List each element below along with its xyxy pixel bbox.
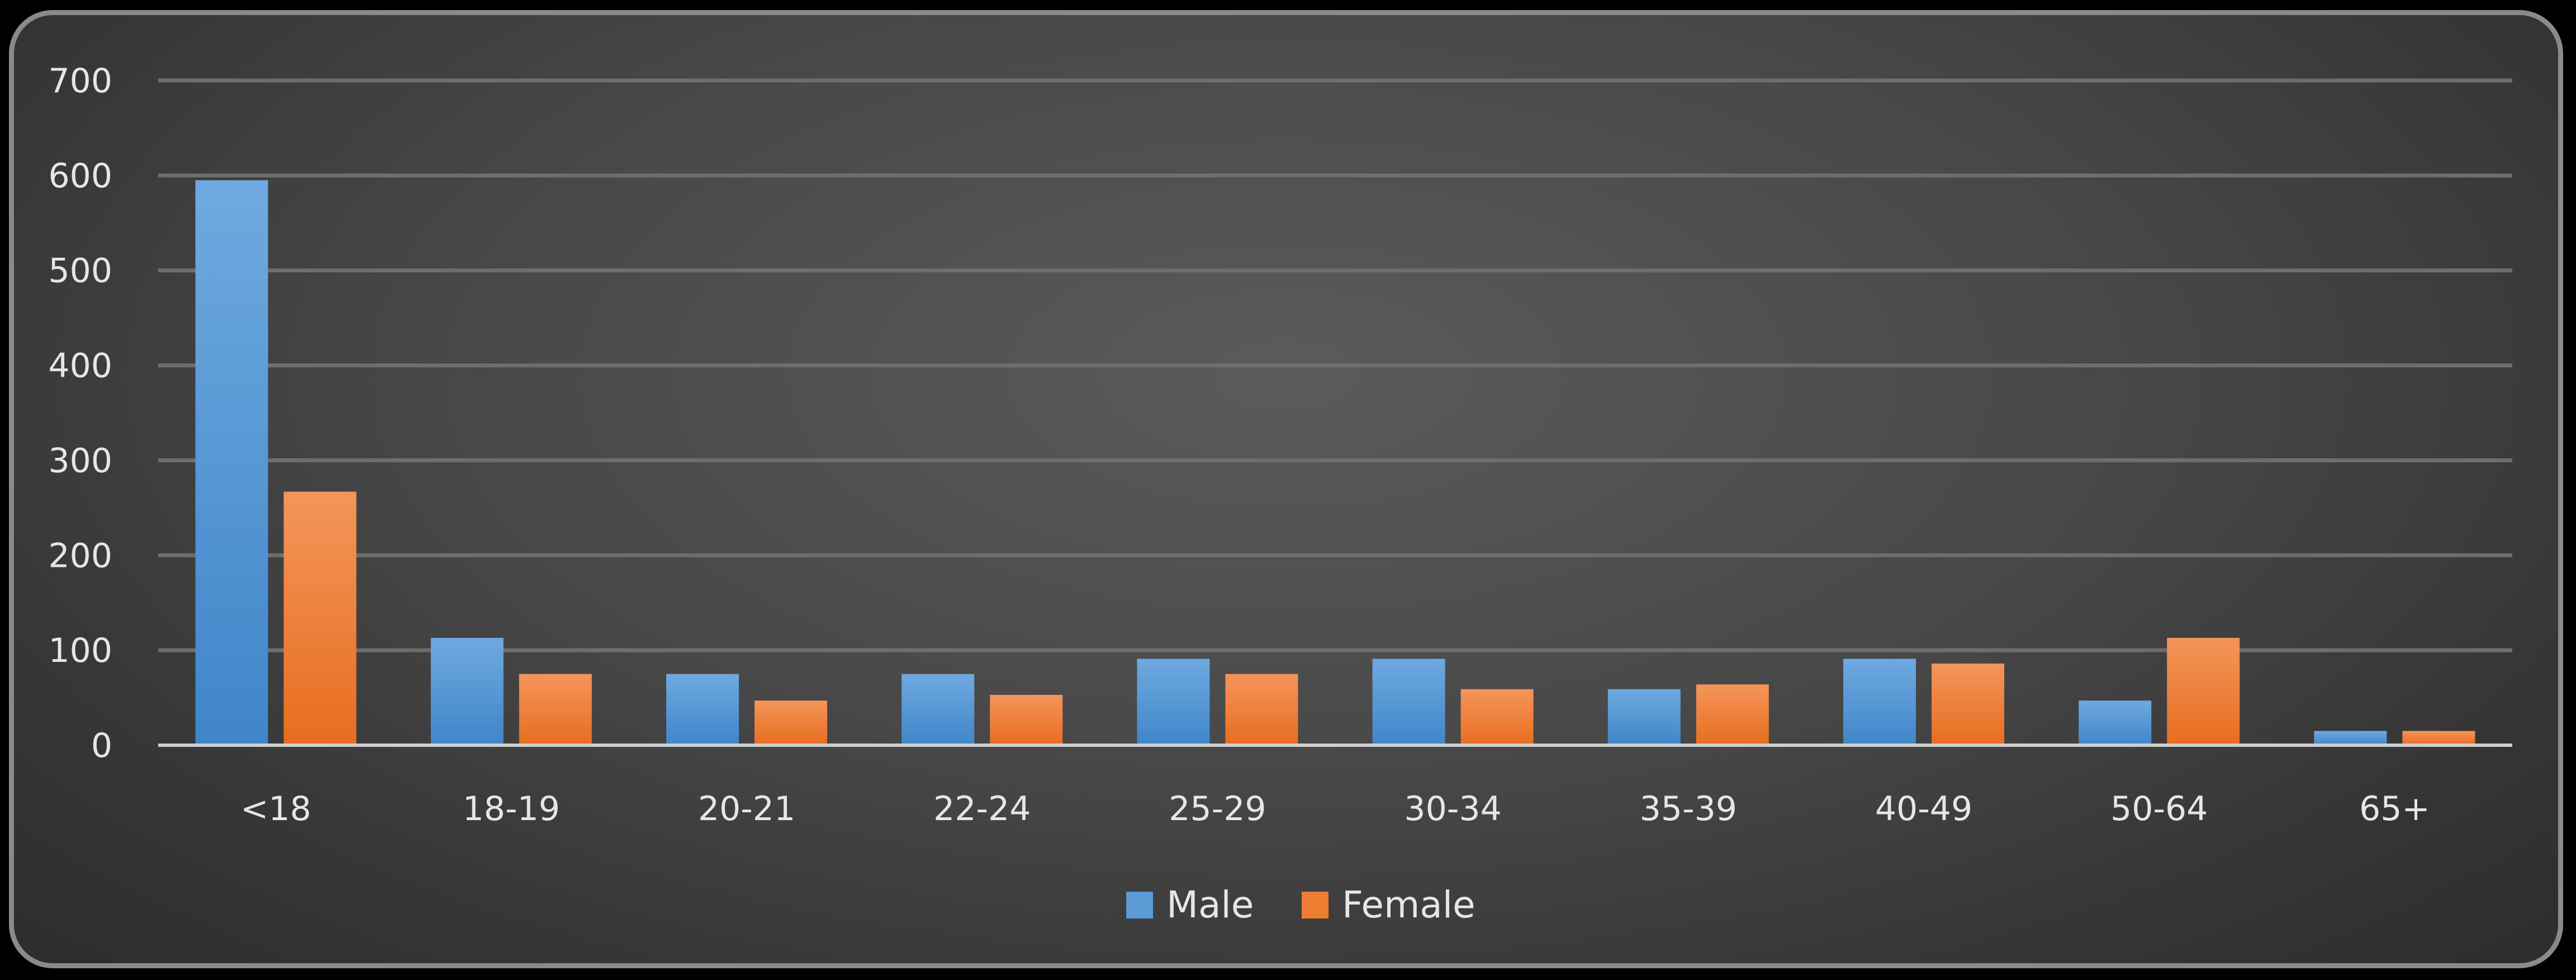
- bar-female-9: [2402, 731, 2475, 745]
- bar-male-1: [430, 638, 504, 745]
- x-tick-label: 22-24: [933, 789, 1031, 828]
- y-axis-ticks: 0 100 200 300 400 500 600 700: [48, 61, 112, 765]
- chart-frame: 0 100 200 300 400 500 600 700 <18 18-19 20-21 22-2…: [9, 10, 2563, 968]
- bar-male-5: [1372, 659, 1445, 745]
- y-tick-label: 300: [48, 441, 112, 480]
- x-tick-label: 35-39: [1640, 789, 1737, 828]
- bar-male-4: [1137, 659, 1210, 745]
- gridlines: [158, 78, 2512, 652]
- x-tick-label: 65+: [2359, 789, 2430, 828]
- legend-swatch-female: [1302, 892, 1329, 919]
- bar-male-6: [1607, 689, 1681, 745]
- y-tick-label: 600: [48, 157, 112, 196]
- bar-male-9: [2314, 731, 2387, 745]
- bar-female-1: [519, 674, 592, 745]
- x-tick-label: 20-21: [698, 789, 795, 828]
- x-axis-ticks: <18 18-19 20-21 22-24 25-29 30-34 35-39 40-49 50…: [240, 789, 2430, 828]
- bar-female-3: [990, 694, 1063, 745]
- bar-chart: 0 100 200 300 400 500 600 700 <18 18-19 20-21 22-2…: [48, 61, 2512, 926]
- legend: Male Female: [1126, 883, 1476, 926]
- bar-male-3: [902, 674, 975, 745]
- y-tick-label: 700: [48, 61, 112, 101]
- legend-label-female: Female: [1342, 883, 1476, 926]
- x-tick-label: <18: [240, 789, 311, 828]
- y-tick-label: 500: [48, 252, 112, 291]
- legend-swatch-male: [1126, 892, 1153, 919]
- legend-label-male: Male: [1166, 883, 1254, 926]
- bar-female-5: [1460, 689, 1534, 745]
- x-tick-label: 30-34: [1404, 789, 1501, 828]
- y-tick-label: 100: [48, 631, 112, 670]
- bar-female-0: [283, 491, 357, 745]
- bar-female-8: [2167, 638, 2240, 745]
- bar-male-7: [1843, 659, 1916, 745]
- bar-male-0: [195, 180, 268, 746]
- x-tick-label: 25-29: [1169, 789, 1266, 828]
- bar-male-2: [666, 674, 739, 745]
- x-tick-label: 18-19: [463, 789, 560, 828]
- y-tick-label: 200: [48, 536, 112, 575]
- bar-female-7: [1932, 663, 2004, 745]
- bar-female-6: [1696, 684, 1769, 745]
- x-tick-label: 40-49: [1875, 789, 1972, 828]
- bar-male-8: [2079, 700, 2152, 745]
- x-tick-label: 50-64: [2110, 789, 2208, 828]
- y-tick-label: 0: [91, 726, 112, 765]
- bar-female-4: [1225, 674, 1298, 745]
- y-tick-label: 400: [48, 347, 112, 386]
- bar-female-2: [755, 700, 827, 745]
- bars: [195, 180, 2475, 746]
